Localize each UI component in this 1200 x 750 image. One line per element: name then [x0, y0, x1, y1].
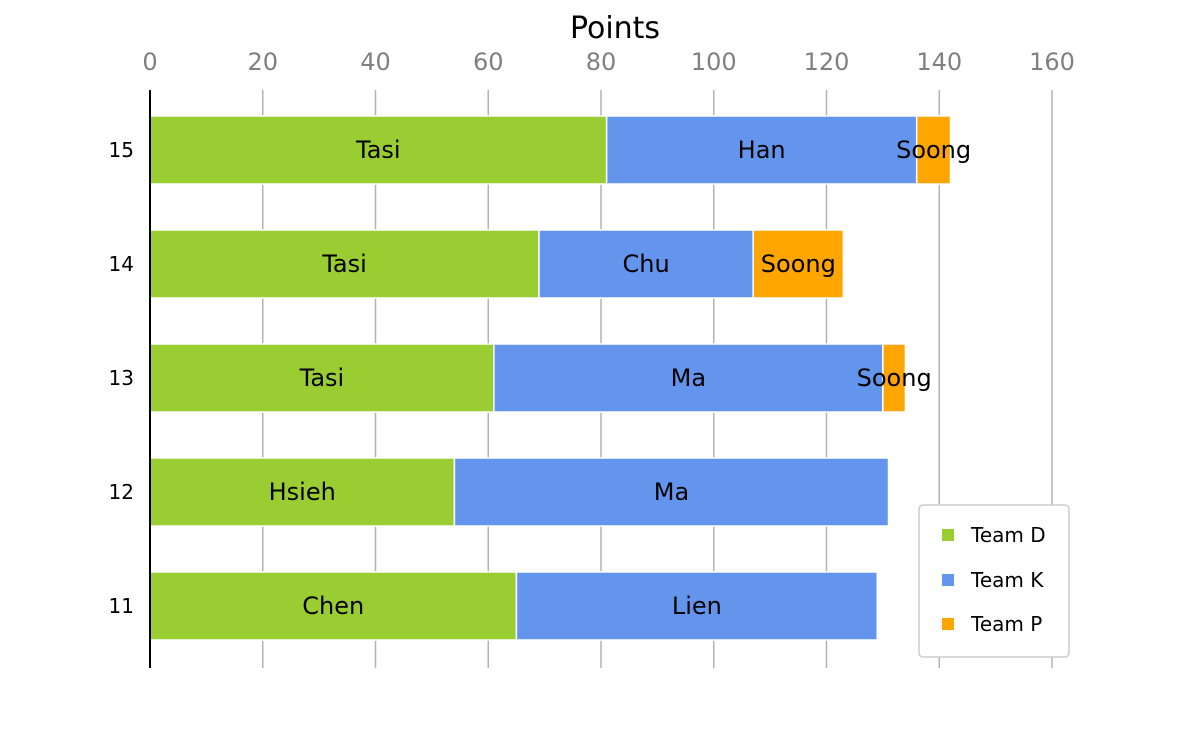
bar-label: Tasi [321, 250, 367, 278]
legend-label: Team K [970, 568, 1044, 592]
y-category-label: 15 [109, 138, 134, 162]
bar-segment [915, 115, 952, 185]
chart-title: Points [570, 11, 660, 46]
y-category-label: 12 [109, 480, 134, 504]
x-tick-label: 140 [916, 48, 962, 76]
x-axis-ticks: 0 20 40 60 80 100 120 140 160 [142, 48, 1075, 76]
bar-label: Ma [654, 478, 689, 506]
x-tick-label: 160 [1029, 48, 1075, 76]
bar-segment [149, 343, 495, 413]
x-tick-label: 40 [360, 48, 391, 76]
x-tick-label: 20 [247, 48, 278, 76]
legend-swatch [942, 574, 954, 586]
x-tick-label: 80 [586, 48, 617, 76]
x-tick-label: 0 [142, 48, 157, 76]
bar-label: Soong [857, 364, 932, 392]
y-category-label: 14 [109, 252, 134, 276]
bars: Tasi Han Soong Tasi Chu Soong Tasi Ma Soong Hsieh… [149, 115, 971, 641]
bar-label: Ma [671, 364, 706, 392]
bar-segment [882, 343, 907, 413]
bar-segment [149, 457, 456, 527]
bar-label: Soong [761, 250, 836, 278]
bar-segment [515, 571, 878, 641]
bar-label: Tasi [299, 364, 345, 392]
bar-segment [149, 571, 518, 641]
bar-label: Chen [302, 592, 364, 620]
x-tick-label: 60 [473, 48, 504, 76]
bar-segment [752, 229, 845, 299]
bar-label: Han [738, 136, 786, 164]
x-tick-label: 120 [804, 48, 850, 76]
bar-label: Soong [896, 136, 971, 164]
y-axis-categories: 15 14 13 12 11 [109, 138, 134, 618]
legend-swatch [942, 618, 954, 630]
x-tick-label: 100 [691, 48, 737, 76]
bar-label: Chu [623, 250, 670, 278]
bar-segment [493, 343, 884, 413]
legend-box [918, 504, 1070, 658]
bar-label: Hsieh [269, 478, 336, 506]
y-category-label: 13 [109, 366, 134, 390]
legend-label: Team D [970, 523, 1046, 547]
legend-swatch [942, 529, 954, 541]
y-category-label: 11 [109, 594, 134, 618]
legend: Team D Team K Team P [918, 504, 1070, 658]
bar-label: Lien [672, 592, 722, 620]
bar-segment [605, 115, 918, 185]
legend-label: Team P [970, 612, 1042, 636]
bar-label: Tasi [355, 136, 401, 164]
bar-segment [453, 457, 890, 527]
